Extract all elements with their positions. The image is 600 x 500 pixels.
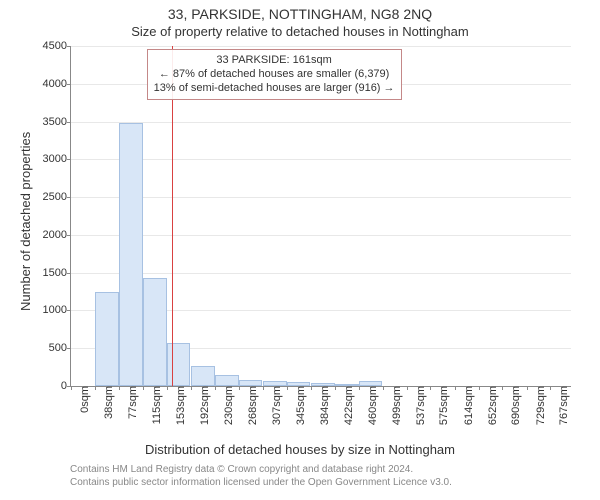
histogram-bar bbox=[215, 375, 239, 386]
x-tick-label: 153sqm bbox=[171, 386, 187, 425]
x-tick-mark bbox=[502, 386, 503, 390]
page-super-title: 33, PARKSIDE, NOTTINGHAM, NG8 2NQ bbox=[0, 6, 600, 22]
x-tick-mark bbox=[287, 386, 288, 390]
x-tick-label: 499sqm bbox=[387, 386, 403, 425]
x-tick-label: 38sqm bbox=[99, 386, 115, 419]
gridline bbox=[71, 122, 571, 123]
info-box-line: ← 87% of detached houses are smaller (6,… bbox=[154, 68, 395, 82]
chart-container: 33, PARKSIDE, NOTTINGHAM, NG8 2NQ Size o… bbox=[0, 0, 600, 500]
histogram-bar bbox=[119, 123, 143, 386]
gridline bbox=[71, 235, 571, 236]
histogram-bar bbox=[167, 343, 191, 386]
y-tick-label: 2500 bbox=[43, 191, 71, 203]
x-tick-mark bbox=[359, 386, 360, 390]
histogram-bar bbox=[143, 278, 167, 386]
y-tick-label: 0 bbox=[61, 380, 71, 392]
x-tick-label: 0sqm bbox=[75, 386, 91, 413]
x-tick-mark bbox=[215, 386, 216, 390]
x-tick-label: 460sqm bbox=[363, 386, 379, 425]
footer-line: Contains HM Land Registry data © Crown c… bbox=[70, 464, 452, 477]
x-tick-label: 614sqm bbox=[459, 386, 475, 425]
gridline bbox=[71, 197, 571, 198]
x-tick-label: 729sqm bbox=[531, 386, 547, 425]
x-tick-mark bbox=[335, 386, 336, 390]
x-tick-label: 268sqm bbox=[243, 386, 259, 425]
page-title: Size of property relative to detached ho… bbox=[0, 24, 600, 39]
y-tick-label: 1500 bbox=[43, 267, 71, 279]
y-axis-title: Number of detached properties bbox=[18, 132, 33, 311]
x-tick-mark bbox=[239, 386, 240, 390]
x-tick-label: 690sqm bbox=[506, 386, 522, 425]
x-tick-label: 115sqm bbox=[147, 386, 163, 424]
x-tick-mark bbox=[455, 386, 456, 390]
x-tick-mark bbox=[430, 386, 431, 390]
x-tick-mark bbox=[550, 386, 551, 390]
x-tick-label: 767sqm bbox=[554, 386, 570, 425]
x-tick-mark bbox=[263, 386, 264, 390]
x-tick-mark bbox=[167, 386, 168, 390]
plot-area: 05001000150020002500300035004000450033 P… bbox=[70, 46, 571, 387]
x-tick-label: 384sqm bbox=[315, 386, 331, 425]
x-tick-mark bbox=[191, 386, 192, 390]
x-tick-label: 77sqm bbox=[123, 386, 139, 419]
x-tick-label: 652sqm bbox=[483, 386, 499, 425]
x-tick-mark bbox=[95, 386, 96, 390]
y-tick-label: 500 bbox=[49, 342, 71, 354]
footer-line: Contains public sector information licen… bbox=[70, 477, 452, 490]
x-tick-mark bbox=[383, 386, 384, 390]
x-tick-label: 537sqm bbox=[411, 386, 427, 425]
info-box-line: 13% of semi-detached houses are larger (… bbox=[154, 82, 395, 96]
x-tick-mark bbox=[527, 386, 528, 390]
gridline bbox=[71, 273, 571, 274]
x-tick-mark bbox=[119, 386, 120, 390]
gridline bbox=[71, 159, 571, 160]
x-tick-mark bbox=[143, 386, 144, 390]
x-tick-mark bbox=[479, 386, 480, 390]
y-tick-label: 3500 bbox=[43, 116, 71, 128]
y-tick-label: 3000 bbox=[43, 153, 71, 165]
gridline bbox=[71, 46, 571, 47]
x-tick-label: 345sqm bbox=[291, 386, 307, 425]
x-tick-mark bbox=[71, 386, 72, 390]
x-axis-title: Distribution of detached houses by size … bbox=[0, 442, 600, 457]
x-tick-label: 192sqm bbox=[195, 386, 211, 425]
x-tick-label: 575sqm bbox=[434, 386, 450, 425]
x-tick-mark bbox=[311, 386, 312, 390]
y-tick-label: 2000 bbox=[43, 229, 71, 241]
histogram-bar bbox=[95, 292, 119, 386]
x-tick-label: 422sqm bbox=[339, 386, 355, 425]
x-tick-label: 230sqm bbox=[219, 386, 235, 425]
x-tick-mark bbox=[407, 386, 408, 390]
y-tick-label: 1000 bbox=[43, 304, 71, 316]
x-tick-label: 307sqm bbox=[267, 386, 283, 425]
histogram-bar bbox=[191, 366, 215, 386]
info-box-line: 33 PARKSIDE: 161sqm bbox=[154, 54, 395, 68]
attribution-footer: Contains HM Land Registry data © Crown c… bbox=[70, 464, 452, 489]
y-tick-label: 4000 bbox=[43, 78, 71, 90]
info-box: 33 PARKSIDE: 161sqm← 87% of detached hou… bbox=[147, 49, 402, 100]
y-tick-label: 4500 bbox=[43, 40, 71, 52]
